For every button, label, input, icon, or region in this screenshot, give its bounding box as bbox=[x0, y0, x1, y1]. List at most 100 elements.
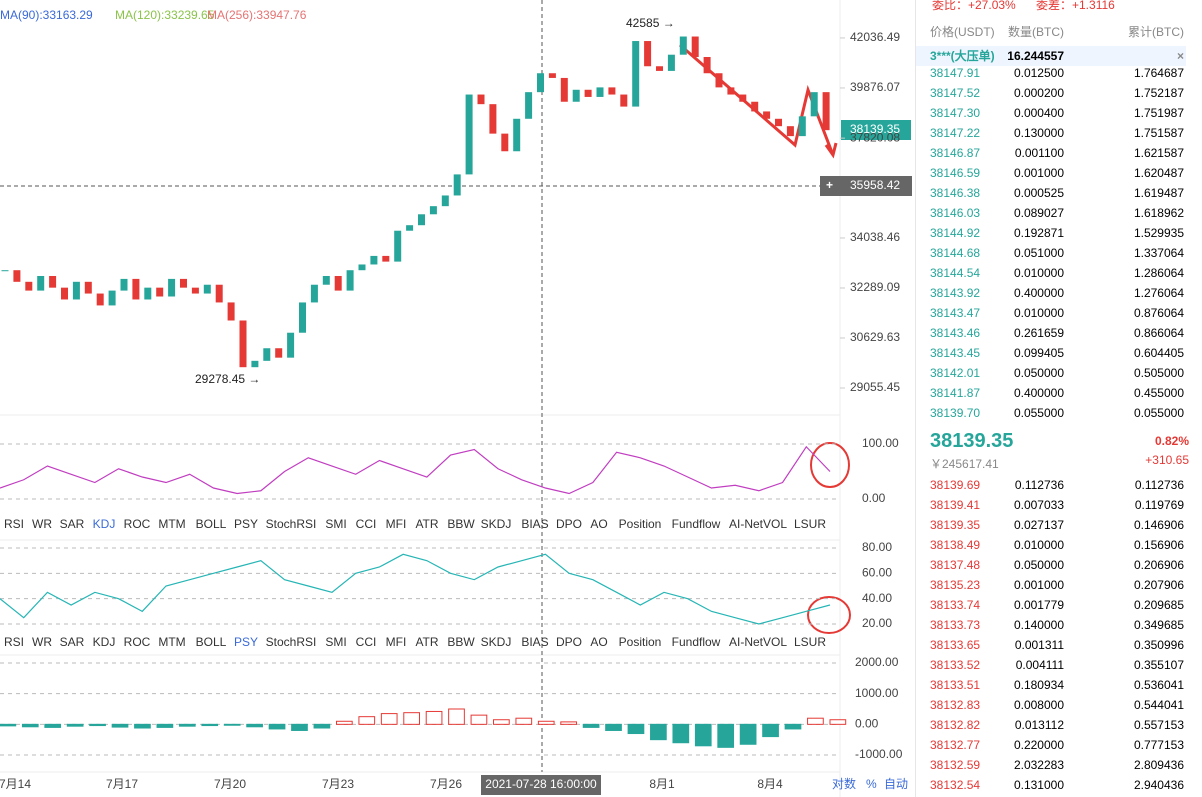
indicator-tab[interactable]: SMI bbox=[325, 635, 346, 649]
indicator-tab[interactable]: Position bbox=[619, 517, 662, 531]
book-row[interactable]: 38146.87 0.001100 1.621587 bbox=[916, 143, 1186, 163]
indicator-tab[interactable]: SKDJ bbox=[481, 635, 512, 649]
indicator-tab[interactable]: LSUR bbox=[794, 517, 826, 531]
amount: 0.001100 bbox=[1014, 146, 1064, 160]
indicator-tab[interactable]: StochRSI bbox=[266, 517, 317, 531]
plus[interactable]: + bbox=[826, 178, 833, 192]
book-row[interactable]: 38137.48 0.050000 0.206906 bbox=[916, 555, 1186, 575]
indicator-tab[interactable]: Position bbox=[619, 635, 662, 649]
percent-toggle[interactable]: % bbox=[866, 777, 877, 791]
candle bbox=[13, 270, 21, 282]
indicator-tab[interactable]: Fundflow bbox=[672, 635, 721, 649]
last-price: 38139.35 bbox=[930, 430, 1014, 452]
book-row[interactable]: 38139.41 0.007033 0.119769 bbox=[916, 495, 1186, 515]
histogram-bar bbox=[470, 714, 488, 725]
indicator-tab[interactable]: StochRSI bbox=[266, 635, 317, 649]
book-row[interactable]: 38147.91 0.012500 1.764687 bbox=[916, 63, 1186, 83]
book-row[interactable]: 38132.54 0.131000 2.940436 bbox=[916, 775, 1186, 795]
book-row[interactable]: 38133.74 0.001779 0.209685 bbox=[916, 595, 1186, 615]
indicator-tab[interactable]: RSI bbox=[4, 635, 24, 649]
y-tick-label: 60.00 bbox=[862, 565, 892, 579]
indicator-tab[interactable]: SMI bbox=[325, 517, 346, 531]
book-row[interactable]: 38133.73 0.140000 0.349685 bbox=[916, 615, 1186, 635]
indicator-tab[interactable]: PSY bbox=[234, 635, 258, 649]
book-row[interactable]: 38146.03 0.089027 1.618962 bbox=[916, 203, 1186, 223]
book-row[interactable]: 38132.59 2.032283 2.809436 bbox=[916, 755, 1186, 775]
indicator-tab[interactable]: BIAS bbox=[521, 517, 548, 531]
indicator-tab[interactable]: MTM bbox=[158, 517, 185, 531]
book-row[interactable]: 38139.70 0.055000 0.055000 bbox=[916, 403, 1186, 423]
indicator-tab[interactable]: SKDJ bbox=[481, 517, 512, 531]
candle bbox=[132, 278, 140, 300]
book-row[interactable]: 38132.82 0.013112 0.557153 bbox=[916, 715, 1186, 735]
book-row[interactable]: 38142.01 0.050000 0.505000 bbox=[916, 363, 1186, 383]
indicator-tab[interactable]: ATR bbox=[415, 635, 438, 649]
indicator-tab[interactable]: MFI bbox=[386, 517, 407, 531]
indicator-tab[interactable]: KDJ bbox=[93, 635, 116, 649]
book-row[interactable]: 38143.47 0.010000 0.876064 bbox=[916, 303, 1186, 323]
log-toggle[interactable]: 对数 bbox=[832, 776, 856, 791]
indicator-tab[interactable]: SAR bbox=[60, 517, 85, 531]
book-row[interactable]: 38138.49 0.010000 0.156906 bbox=[916, 535, 1186, 555]
book-row[interactable]: 38146.38 0.000525 1.619487 bbox=[916, 183, 1186, 203]
amount: 0.220000 bbox=[1013, 738, 1064, 752]
histogram-bar bbox=[0, 723, 17, 727]
indicator-tab[interactable]: BBW bbox=[447, 635, 475, 649]
indicator-tab[interactable]: AO bbox=[590, 517, 607, 531]
indicator-tab[interactable]: WR bbox=[32, 517, 52, 531]
total: 1.276064 bbox=[1133, 286, 1184, 300]
total: 0.536041 bbox=[1133, 678, 1184, 692]
indicator-tab[interactable]: LSUR bbox=[794, 635, 826, 649]
indicator-tab[interactable]: KDJ bbox=[93, 517, 116, 531]
indicator-tab[interactable]: BBW bbox=[447, 517, 475, 531]
indicator-tab[interactable]: DPO bbox=[556, 635, 582, 649]
book-row[interactable]: 38135.23 0.001000 0.207906 bbox=[916, 575, 1186, 595]
indicator-tab[interactable]: ATR bbox=[415, 517, 438, 531]
auto-toggle[interactable]: 自动 bbox=[884, 777, 908, 791]
book-row[interactable]: 38133.51 0.180934 0.536041 bbox=[916, 675, 1186, 695]
book-row[interactable]: 38144.92 0.192871 1.529935 bbox=[916, 223, 1186, 243]
book-row[interactable]: 38144.54 0.010000 1.286064 bbox=[916, 263, 1186, 283]
total: 1.529935 bbox=[1133, 226, 1184, 240]
close[interactable]: × bbox=[1176, 49, 1184, 63]
book-row[interactable]: 38147.22 0.130000 1.751587 bbox=[916, 123, 1186, 143]
book-row[interactable]: 38143.92 0.400000 1.276064 bbox=[916, 283, 1186, 303]
indicator-tab[interactable]: BIAS bbox=[521, 635, 548, 649]
indicator-tab[interactable]: WR bbox=[32, 635, 52, 649]
indicator-tab[interactable]: PSY bbox=[234, 517, 258, 531]
book-row[interactable]: 38139.35 0.027137 0.146906 bbox=[916, 515, 1186, 535]
indicator-tab[interactable]: MFI bbox=[386, 635, 407, 649]
price: 38143.46 bbox=[930, 326, 981, 340]
price: 38139.70 bbox=[930, 406, 981, 420]
book-row[interactable]: 38141.87 0.400000 0.455000 bbox=[916, 383, 1186, 403]
book-row[interactable]: 38143.46 0.261659 0.866064 bbox=[916, 323, 1186, 343]
book-row[interactable]: 38144.68 0.051000 1.337064 bbox=[916, 243, 1186, 263]
book-row[interactable]: 38147.30 0.000400 1.751987 bbox=[916, 103, 1186, 123]
total: 1.337064 bbox=[1133, 246, 1184, 260]
indicator-tab[interactable]: MTM bbox=[158, 635, 185, 649]
indicator-tab[interactable]: BOLL bbox=[196, 635, 227, 649]
indicator-tab[interactable]: AI-NetVOL bbox=[729, 517, 787, 531]
indicator-tab[interactable]: Fundflow bbox=[672, 517, 721, 531]
book-row[interactable]: 38143.45 0.099405 0.604405 bbox=[916, 343, 1186, 363]
indicator-tab[interactable]: ROC bbox=[124, 517, 151, 531]
book-row[interactable]: 38132.77 0.220000 0.777153 bbox=[916, 735, 1186, 755]
total: 0.055000 bbox=[1133, 406, 1184, 420]
indicator-tab[interactable]: CCI bbox=[356, 517, 377, 531]
indicator-tab[interactable]: SAR bbox=[60, 635, 85, 649]
candle bbox=[763, 111, 771, 119]
book-row[interactable]: 38147.52 0.000200 1.752187 bbox=[916, 83, 1186, 103]
indicator-tab[interactable]: AO bbox=[590, 635, 607, 649]
indicator-tab[interactable]: DPO bbox=[556, 517, 582, 531]
indicator-tab[interactable]: AI-NetVOL bbox=[729, 635, 787, 649]
price: 38146.03 bbox=[930, 206, 981, 220]
indicator-tab[interactable]: BOLL bbox=[196, 517, 227, 531]
book-row[interactable]: 38146.59 0.001000 1.620487 bbox=[916, 163, 1186, 183]
book-row[interactable]: 38133.52 0.004111 0.355107 bbox=[916, 655, 1186, 675]
indicator-tab[interactable]: ROC bbox=[124, 635, 151, 649]
book-row[interactable]: 38133.65 0.001311 0.350996 bbox=[916, 635, 1186, 655]
indicator-tab[interactable]: RSI bbox=[4, 517, 24, 531]
indicator-tab[interactable]: CCI bbox=[356, 635, 377, 649]
book-row[interactable]: 38139.69 0.112736 0.112736 bbox=[916, 475, 1186, 495]
book-row[interactable]: 38132.83 0.008000 0.544041 bbox=[916, 695, 1186, 715]
